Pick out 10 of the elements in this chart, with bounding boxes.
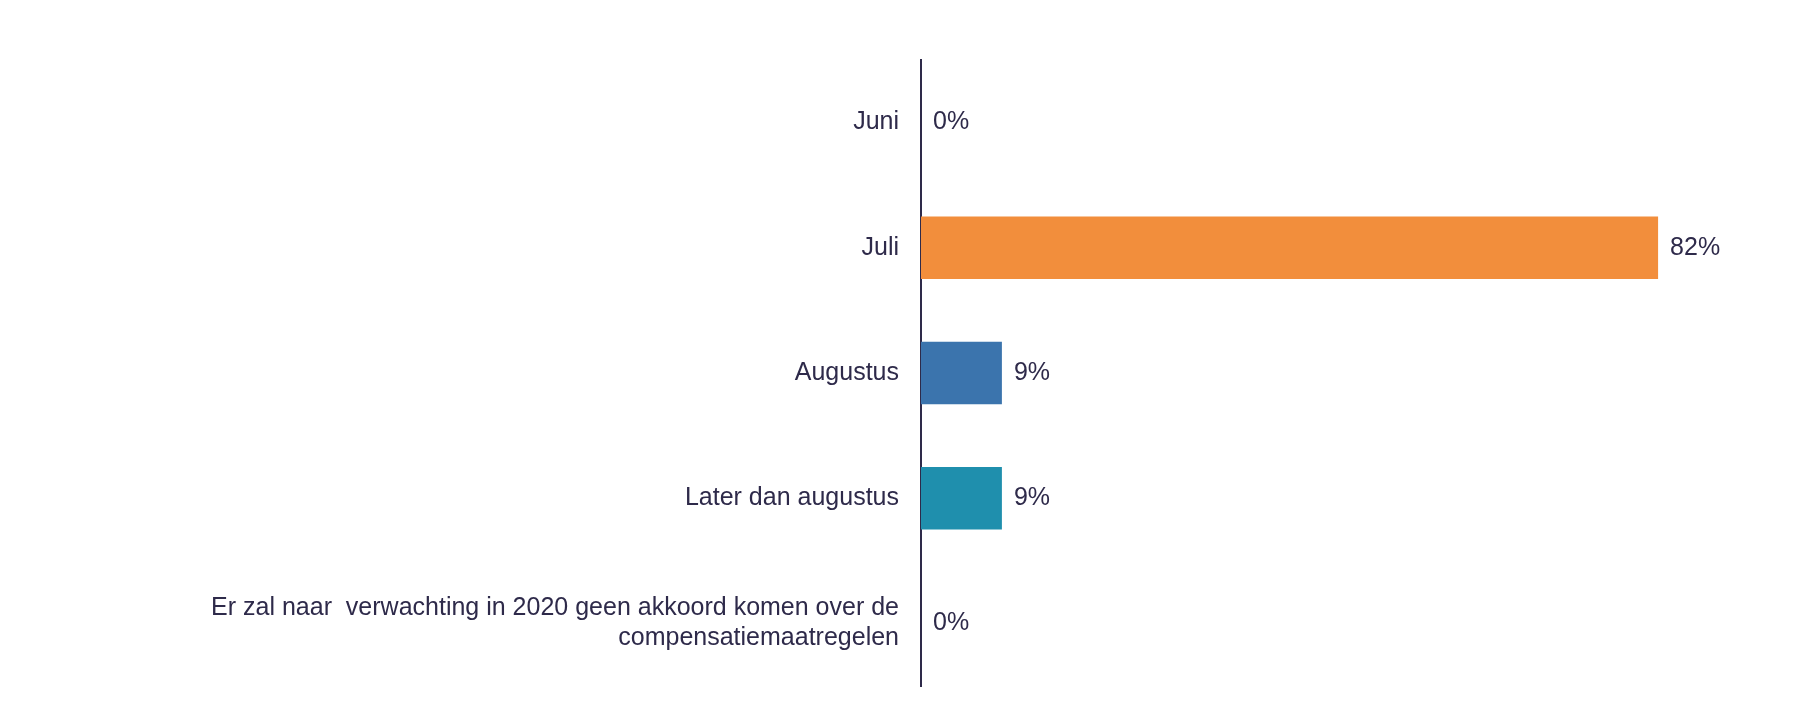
data-label: 9% [1013, 356, 1051, 385]
data-label: 0% [933, 607, 970, 636]
data-label: 82% [1670, 231, 1721, 260]
data-label: 0% [933, 106, 970, 135]
y-tick-label: Augustus [794, 356, 899, 385]
y-tick-label: Later dan augustus [684, 482, 899, 511]
y-tick-label: Er zal naar verwachting in 2020 geen akkoord komen over de compensatiemaatregelen [211, 592, 899, 651]
y-tick-label: Juli [861, 231, 899, 260]
y-tick-label: Juni [853, 106, 899, 135]
data-label: 9% [1013, 482, 1051, 511]
